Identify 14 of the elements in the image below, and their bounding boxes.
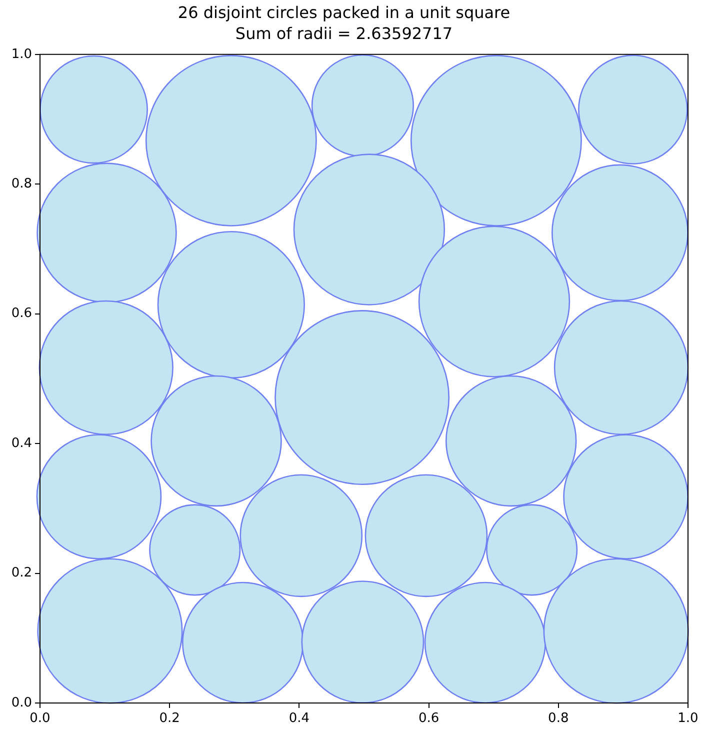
y-tick-label: 0.6 [11,306,32,322]
y-tick-label: 1.0 [11,46,32,62]
y-tick-label: 0.8 [11,176,32,192]
y-tick-label: 0.0 [11,695,32,710]
chart-title: 26 disjoint circles packed in a unit square [178,2,510,22]
x-tick-label: 0.6 [418,711,440,726]
y-tick-label: 0.4 [11,436,32,451]
x-tick-label: 0.2 [159,711,180,726]
x-tick-label: 0.4 [288,711,310,726]
x-tick-label: 1.0 [678,711,698,726]
x-tick-label: 0.8 [548,711,569,726]
chart-subtitle: Sum of radii = 2.63592717 [235,24,453,43]
y-tick-label: 0.2 [11,566,32,581]
x-tick-label: 0.0 [30,711,50,726]
